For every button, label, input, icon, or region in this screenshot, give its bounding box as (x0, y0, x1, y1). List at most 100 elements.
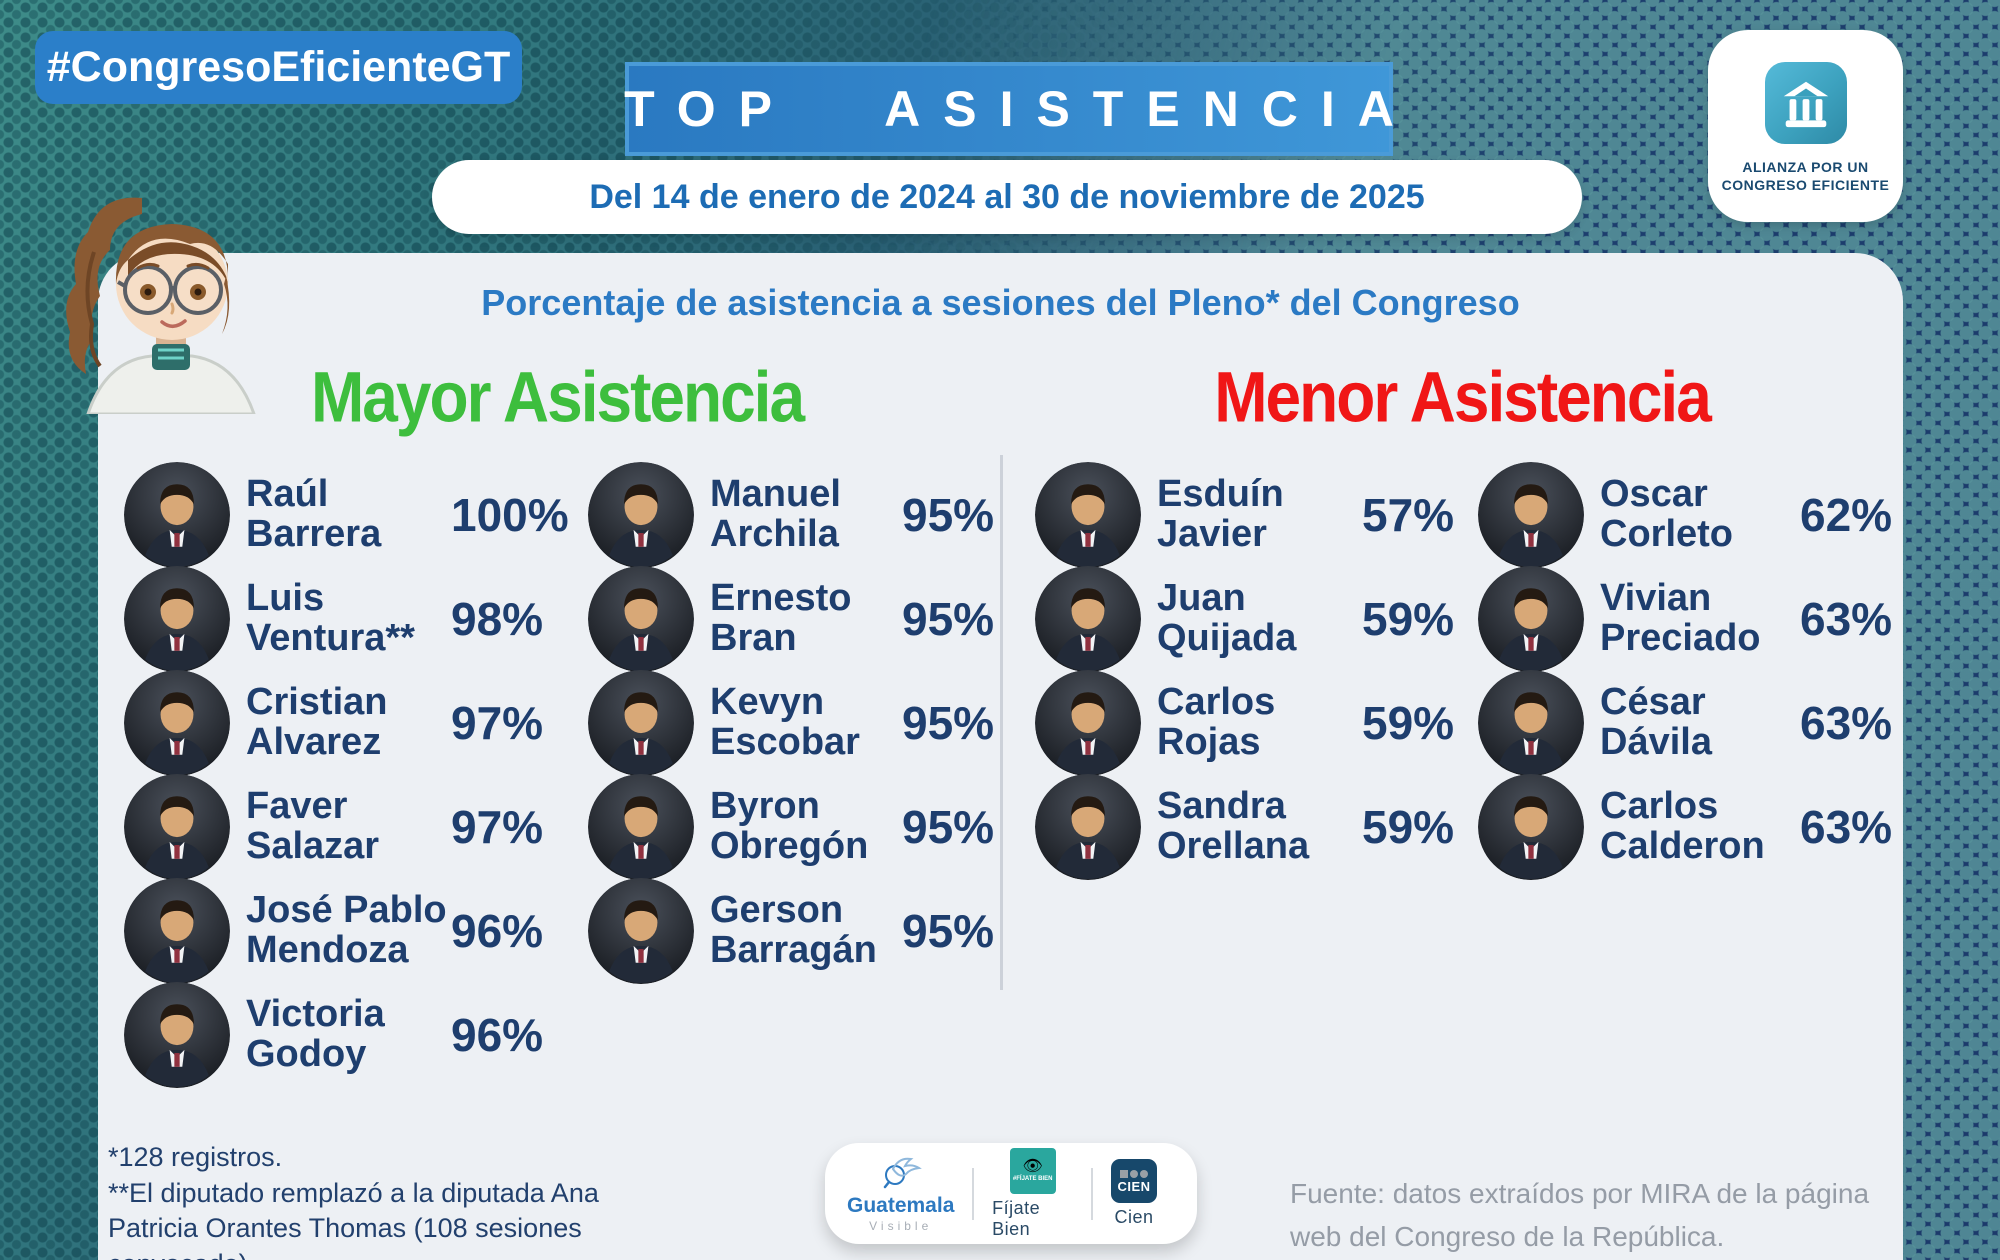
deputy-last-name: Corleto (1600, 513, 1733, 555)
deputy-first-name: Carlos (1600, 785, 1719, 828)
deputy-name: Ernesto Bran (710, 579, 902, 658)
attendance-entry: Manuel Archila 95% (588, 462, 995, 568)
deputy-photo (1035, 462, 1141, 568)
deputy-last-name: Calderon (1600, 825, 1765, 867)
deputy-first-name: Sandra (1157, 785, 1286, 828)
deputy-last-name: Escobar (710, 721, 860, 763)
menor-column-2: Oscar Corleto 62% Vivian Preciado 63% (1478, 462, 1893, 880)
attendance-entry: Gerson Barragán 95% (588, 878, 994, 984)
attendance-entry: Byron Obregón 95% (588, 774, 995, 880)
deputy-first-name: Raúl (246, 473, 329, 516)
mayor-column-1: Raúl Barrera 100% Luis Ventura** 98% (124, 462, 569, 1088)
attendance-percent: 97% (451, 801, 544, 853)
footnotes: *128 registros. **El diputado remplazó a… (108, 1140, 600, 1260)
attendance-entry: Kevyn Escobar 95% (588, 670, 995, 776)
attendance-percent: 63% (1800, 593, 1893, 645)
person-portrait-icon (124, 982, 230, 1088)
deputy-last-name: Salazar (246, 825, 380, 867)
person-portrait-icon (124, 566, 230, 672)
attendance-percent: 95% (902, 801, 995, 853)
deputy-name: Esduín Javier (1157, 475, 1362, 554)
deputy-photo (1478, 566, 1584, 672)
deputy-last-name: Godoy (246, 1033, 367, 1075)
person-portrait-icon (124, 462, 230, 568)
attendance-percent: 63% (1800, 697, 1893, 749)
deputy-name: Sandra Orellana (1157, 787, 1362, 866)
deputy-last-name: Preciado (1600, 617, 1761, 659)
page-title: TOP ASISTENCIA (624, 81, 1417, 137)
deputy-last-name: Javier (1157, 513, 1267, 555)
cien-label: Cien (1114, 1207, 1154, 1227)
attendance-percent: 59% (1362, 697, 1455, 749)
deputy-name: Victoria Godoy (246, 995, 451, 1074)
cien-logo: CIEN Cien (1110, 1159, 1157, 1228)
deputy-name: Cristian Alvarez (246, 683, 451, 762)
attendance-entry: Luis Ventura** 98% (124, 566, 569, 672)
attendance-entry: Oscar Corleto 62% (1478, 462, 1893, 568)
attendance-entry: José Pablo Mendoza 96% (124, 878, 569, 984)
deputy-last-name: Mendoza (246, 929, 409, 971)
attendance-percent: 96% (451, 905, 544, 957)
deputy-photo (124, 462, 230, 568)
attendance-entry: Esduín Javier 57% (1035, 462, 1455, 568)
column-divider (1000, 455, 1003, 990)
dove-magnifier-icon (883, 1157, 922, 1189)
deputy-photo (1035, 566, 1141, 672)
deputy-first-name: Manuel (710, 473, 841, 516)
attendance-percent: 100% (451, 489, 569, 541)
deputy-photo (1035, 774, 1141, 880)
person-portrait-icon (1035, 670, 1141, 776)
person-portrait-icon (588, 462, 694, 568)
attendance-entry: Cristian Alvarez 97% (124, 670, 569, 776)
person-portrait-icon (1478, 462, 1584, 568)
deputy-first-name: José Pablo (246, 889, 447, 932)
attendance-percent: 95% (902, 593, 995, 645)
eye-icon: 👁 #FÍJATE BIEN (1009, 1147, 1056, 1194)
hashtag-text: #CongresoEficienteGT (46, 43, 511, 91)
deputy-first-name: Oscar (1600, 473, 1708, 516)
deputy-photo (124, 566, 230, 672)
deputy-photo (1478, 774, 1584, 880)
deputy-photo (588, 670, 694, 776)
alliance-logo-card: ALIANZA POR UN CONGRESO EFICIENTE (1708, 30, 1903, 222)
deputy-last-name: Rojas (1157, 721, 1261, 763)
deputy-name: Oscar Corleto (1600, 475, 1800, 554)
attendance-entry: Victoria Godoy 96% (124, 982, 569, 1088)
attendance-percent: 95% (902, 489, 995, 541)
person-portrait-icon (588, 670, 694, 776)
title-banner: TOP ASISTENCIA (624, 62, 1394, 156)
deputy-last-name: Bran (710, 617, 797, 659)
deputy-name: Manuel Archila (710, 475, 902, 554)
person-portrait-icon (1035, 774, 1141, 880)
deputy-last-name: Orellana (1157, 825, 1310, 867)
attendance-percent: 57% (1362, 489, 1455, 541)
deputy-photo (124, 670, 230, 776)
person-portrait-icon (1478, 774, 1584, 880)
deputy-first-name: Esduín (1157, 473, 1284, 516)
deputy-first-name: Victoria (246, 993, 385, 1036)
attendance-percent: 59% (1362, 801, 1455, 853)
deputy-name: Raúl Barrera (246, 475, 451, 554)
deputy-last-name: Alvarez (246, 721, 382, 763)
person-portrait-icon (588, 878, 694, 984)
attendance-percent: 97% (451, 697, 544, 749)
person-portrait-icon (1035, 566, 1141, 672)
deputy-first-name: Kevyn (710, 681, 825, 724)
deputy-first-name: Ernesto (710, 577, 852, 620)
person-portrait-icon (1035, 462, 1141, 568)
deputy-photo (588, 774, 694, 880)
alliance-name: ALIANZA POR UN CONGRESO EFICIENTE (1721, 159, 1890, 194)
attendance-entry: Ernesto Bran 95% (588, 566, 995, 672)
source-attribution: Fuente: datos extraídos por MIRA de la p… (1290, 1178, 1870, 1253)
attendance-percent: 62% (1800, 489, 1893, 541)
date-range-text: Del 14 de enero de 2024 al 30 de noviemb… (589, 177, 1425, 216)
deputy-name: Carlos Calderon (1600, 787, 1800, 866)
deputy-name: Byron Obregón (710, 787, 902, 866)
deputy-first-name: Gerson (710, 889, 844, 932)
deputy-last-name: Quijada (1157, 617, 1297, 659)
fijate-bien-logo: 👁 #FÍJATE BIEN Fíjate Bien (992, 1147, 1073, 1240)
deputy-first-name: Faver (246, 785, 348, 828)
deputy-last-name: Archila (710, 513, 839, 555)
date-range-pill: Del 14 de enero de 2024 al 30 de noviemb… (432, 160, 1582, 234)
attendance-percent: 95% (902, 697, 995, 749)
